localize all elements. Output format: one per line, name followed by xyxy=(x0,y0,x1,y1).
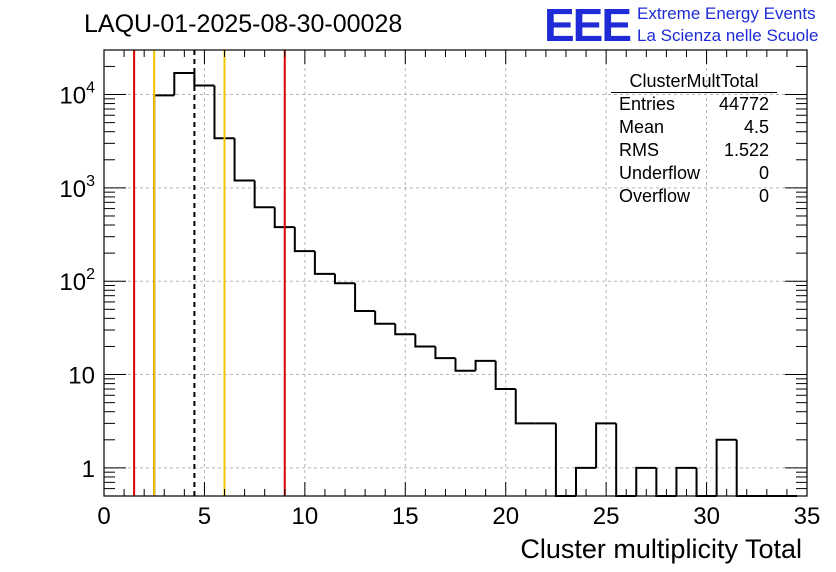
x-tick-label: 35 xyxy=(794,503,821,530)
stats-label: RMS xyxy=(619,140,659,160)
histogram-bin xyxy=(494,360,516,391)
x-tick-label: 25 xyxy=(593,503,620,530)
histogram-bin xyxy=(595,422,617,468)
histogram-bin xyxy=(635,466,657,496)
page-title: LAQU-01-2025-08-30-00028 xyxy=(84,10,403,38)
histogram-bin xyxy=(333,273,356,285)
stats-title: ClusterMultTotal xyxy=(611,70,777,93)
histogram-bin xyxy=(273,207,295,229)
x-tick-label: 10 xyxy=(292,503,319,530)
histogram-bin xyxy=(414,334,436,348)
x-tick-label: 15 xyxy=(392,503,419,530)
histogram-bin xyxy=(213,85,235,140)
stats-value: 1.522 xyxy=(723,140,769,160)
histogram-bin xyxy=(253,180,275,209)
histogram-bin xyxy=(514,389,536,425)
stats-value: 4.5 xyxy=(743,117,769,137)
y-tick-label: 104 xyxy=(59,80,95,110)
y-tick-label: 10 xyxy=(68,363,95,390)
stats-row-entries: Entries 44772 xyxy=(611,93,777,116)
stats-label: Underflow xyxy=(619,163,701,183)
x-tick-label: 0 xyxy=(97,503,110,530)
stats-row-underflow: Underflow 0 xyxy=(611,162,777,185)
histogram-bin xyxy=(173,72,195,96)
stats-label: Overflow xyxy=(619,186,691,206)
x-tick-label: 5 xyxy=(198,503,211,530)
histogram-bin xyxy=(715,438,737,496)
histogram-bin xyxy=(394,323,416,336)
y-tick-label: 102 xyxy=(59,266,95,296)
eee-logo: EEE xyxy=(544,0,632,51)
logo-tagline-2: La Scienza nelle Scuole xyxy=(637,26,819,45)
histogram-bin xyxy=(554,423,577,497)
x-tick-label: 20 xyxy=(492,503,519,530)
x-axis-label: Cluster multiplicity Total xyxy=(520,534,802,564)
histogram-bin xyxy=(575,466,597,496)
histogram-bin xyxy=(293,227,315,253)
grid xyxy=(104,50,807,496)
histogram-bin xyxy=(675,466,697,496)
histogram-bin xyxy=(374,310,396,325)
histogram-bin xyxy=(454,358,476,372)
stats-value: 44772 xyxy=(718,94,769,114)
stats-label: Entries xyxy=(619,94,676,114)
stats-row-overflow: Overflow 0 xyxy=(611,185,777,208)
histogram-bin xyxy=(153,94,175,496)
histogram-bin xyxy=(474,359,496,371)
stats-value: 0 xyxy=(758,186,769,206)
histogram-bin xyxy=(233,138,255,182)
axis-ticks xyxy=(103,49,808,497)
histogram-bin xyxy=(354,283,376,312)
histogram-bin xyxy=(615,423,637,497)
y-tick-label: 1 xyxy=(82,456,95,483)
x-tick-label: 30 xyxy=(693,503,720,530)
marker-lines xyxy=(133,50,286,496)
y-tick-label: 103 xyxy=(59,173,95,203)
stats-value: 0 xyxy=(758,163,769,183)
stats-row-mean: Mean 4.5 xyxy=(611,116,777,139)
stats-box: ClusterMultTotal Entries 44772 Mean 4.5 … xyxy=(611,70,777,208)
stats-label: Mean xyxy=(619,117,665,137)
tick-labels: 0 5 10 15 20 25 30 35 1 10 102 103 104 xyxy=(59,80,820,530)
histogram-bin xyxy=(434,346,456,360)
histogram-bin xyxy=(313,251,335,275)
plot-frame xyxy=(103,49,808,497)
stats-row-rms: RMS 1.522 xyxy=(611,139,777,162)
logo-tagline-1: Extreme Energy Events xyxy=(637,4,816,23)
